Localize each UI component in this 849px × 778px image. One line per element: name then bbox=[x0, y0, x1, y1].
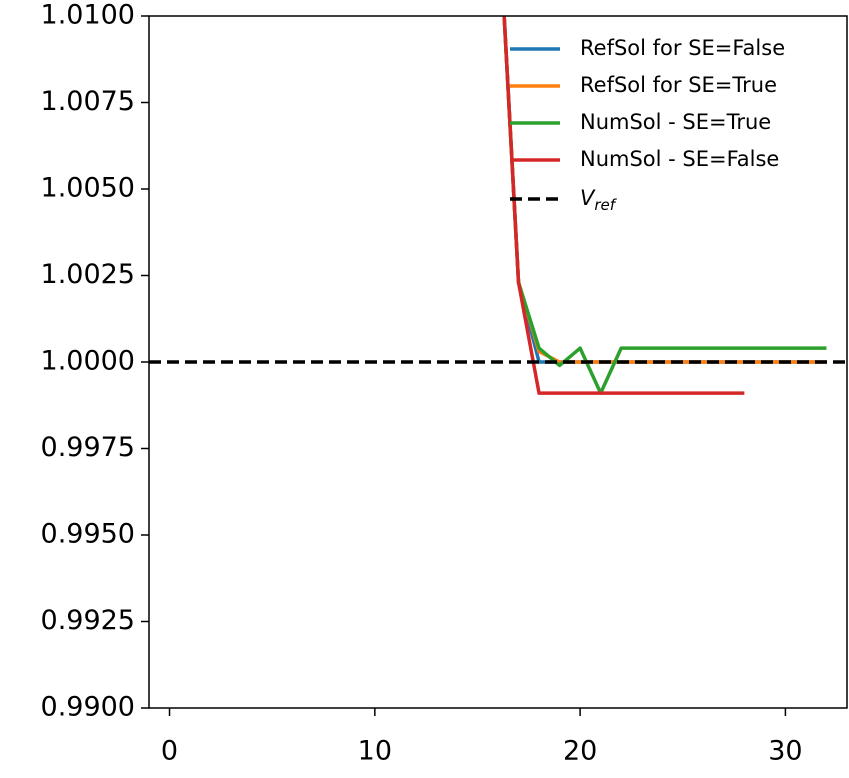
legend-label: NumSol - SE=False bbox=[580, 147, 779, 171]
x-tick-label: 30 bbox=[768, 736, 802, 767]
legend-label-sub: ref bbox=[594, 196, 617, 214]
y-tick-label: 1.0100 bbox=[41, 0, 135, 31]
legend-label: RefSol for SE=False bbox=[580, 36, 785, 60]
x-tick-label: 0 bbox=[161, 736, 178, 767]
legend-label: Vref bbox=[580, 186, 618, 214]
y-tick-label: 0.9925 bbox=[41, 605, 135, 636]
legend-label: RefSol for SE=True bbox=[580, 73, 777, 97]
y-tick-label: 1.0050 bbox=[41, 173, 135, 204]
y-tick-label: 0.9975 bbox=[41, 432, 135, 463]
series-line bbox=[502, 16, 827, 395]
legend-label-main: V bbox=[580, 186, 596, 210]
plot-frame bbox=[148, 15, 848, 709]
x-tick-label: 20 bbox=[563, 736, 597, 767]
y-tick-label: 1.0000 bbox=[41, 346, 135, 377]
y-tick-label: 1.0075 bbox=[41, 86, 135, 117]
y-tick-label: 0.9950 bbox=[41, 519, 135, 550]
legend-label: NumSol - SE=True bbox=[580, 110, 771, 134]
x-tick-label: 10 bbox=[358, 736, 392, 767]
y-tick-label: 1.0025 bbox=[41, 259, 135, 290]
series-line bbox=[502, 16, 745, 395]
y-tick-label: 0.9900 bbox=[41, 692, 135, 723]
